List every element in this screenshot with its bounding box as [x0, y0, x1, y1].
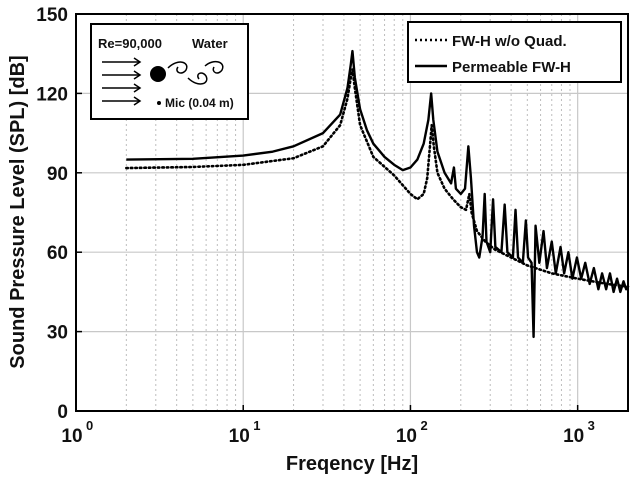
y-tick-label: 150: [36, 5, 68, 26]
legend: FW-H w/o Quad. Permeable FW-H: [407, 21, 622, 83]
x-tick-exponent: 1: [253, 418, 260, 433]
flow-inset: Re=90,000 Water Mic (0.04 m): [90, 23, 249, 120]
cylinder-icon: [150, 66, 166, 82]
x-tick-label: 10: [229, 426, 250, 447]
inset-mic-label: Mic (0.04 m): [165, 96, 234, 110]
x-tick-label: 10: [563, 426, 584, 447]
x-tick-label: 10: [396, 426, 417, 447]
legend-label-fwh-wo-quad: FW-H w/o Quad.: [452, 33, 567, 50]
x-tick-exponent: 3: [588, 418, 595, 433]
legend-label-permeable-fwh: Permeable FW-H: [452, 59, 571, 76]
y-tick-label: 120: [36, 84, 68, 105]
y-axis-label: Sound Pressure Level (SPL) [dB]: [7, 55, 29, 368]
x-tick-exponent: 0: [86, 418, 93, 433]
inset-box: [90, 23, 249, 120]
flow-arrows-icon: [102, 57, 142, 106]
plot-frame: [75, 13, 629, 412]
y-tick-label: 60: [47, 243, 68, 264]
series-layer: [125, 49, 630, 339]
inset-medium-label: Water: [192, 36, 228, 51]
series-line-permeable-fwh: [126, 49, 629, 339]
series-line-fwh-wo-quad: [125, 68, 630, 288]
vortex-wake-icon: [167, 60, 224, 85]
y-tick-label: 30: [47, 323, 68, 344]
x-tick-label: 10: [61, 426, 82, 447]
y-tick-label: 0: [57, 402, 68, 423]
inset-reynolds-label: Re=90,000: [98, 36, 162, 51]
x-tick-exponent: 2: [420, 418, 427, 433]
x-axis-label: Freqency [Hz]: [286, 453, 418, 475]
mic-dot-icon: [157, 101, 161, 105]
legend-box: [407, 21, 622, 83]
y-tick-label: 90: [47, 164, 68, 185]
